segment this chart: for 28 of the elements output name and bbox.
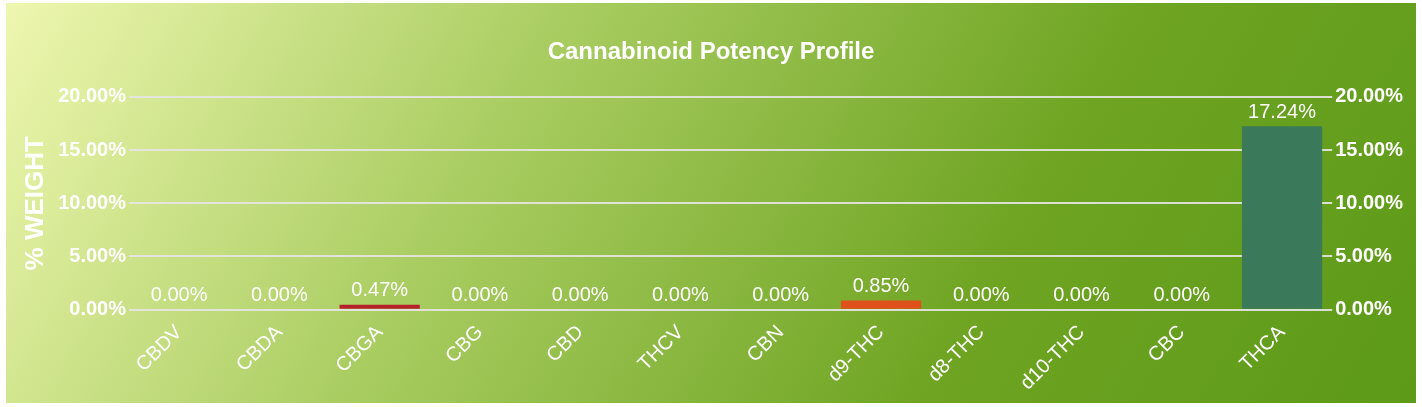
- y2-tick-label: 20.00%: [1335, 84, 1404, 107]
- data-label: 0.00%: [752, 283, 810, 306]
- data-label: 0.00%: [1053, 283, 1111, 306]
- bar: [1241, 126, 1323, 309]
- data-label: 0.00%: [150, 283, 208, 306]
- bar: [840, 300, 922, 309]
- data-label: 0.00%: [1153, 283, 1211, 306]
- y-tick-label: 20.00%: [58, 84, 127, 107]
- data-label: 0.47%: [351, 278, 409, 301]
- data-label: 17.24%: [1248, 99, 1317, 122]
- y-tick-label: 15.00%: [58, 137, 127, 160]
- data-label: 0.00%: [451, 283, 509, 306]
- data-label: 0.00%: [251, 283, 308, 306]
- x-tick-label: CBD: [541, 320, 587, 366]
- y-axis-title: % WEIGHT: [18, 135, 49, 271]
- y2-tick-label: 5.00%: [1335, 243, 1393, 266]
- data-label: 0.00%: [652, 283, 710, 306]
- chart-title: Cannabinoid Potency Profile: [547, 37, 875, 65]
- data-label: 0.00%: [551, 283, 609, 306]
- y-tick-label: 5.00%: [69, 243, 127, 266]
- bar: [339, 304, 420, 309]
- data-label: 0.00%: [952, 283, 1010, 306]
- data-label: 0.85%: [852, 274, 910, 297]
- y2-tick-label: 0.00%: [1335, 297, 1393, 320]
- y2-tick-label: 15.00%: [1335, 137, 1404, 160]
- y2-tick-label: 10.00%: [1335, 190, 1404, 213]
- y-tick-label: 0.00%: [69, 297, 127, 320]
- y-tick-label: 10.00%: [58, 190, 127, 213]
